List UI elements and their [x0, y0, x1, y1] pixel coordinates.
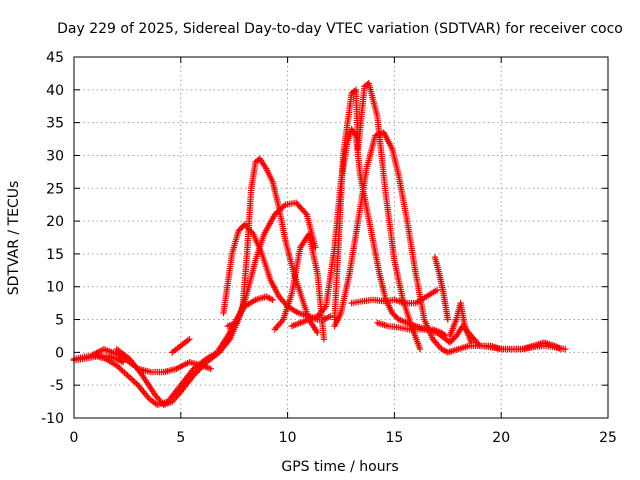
data-point — [125, 373, 133, 380]
y-tick-label: 10 — [46, 280, 64, 296]
data-point — [320, 336, 328, 343]
series-track-6 — [224, 155, 321, 336]
series-track-4 — [169, 336, 193, 356]
data-point — [196, 366, 203, 373]
series-track-14 — [446, 299, 475, 346]
data-point — [197, 364, 204, 372]
data-point — [200, 361, 207, 369]
x-tick-label: 15 — [385, 430, 403, 446]
data-point — [271, 211, 278, 218]
data-point — [468, 339, 475, 346]
x-tick-label: 0 — [70, 430, 79, 446]
y-tick-label: 20 — [46, 214, 64, 230]
data-point — [557, 345, 565, 353]
data-point — [314, 329, 321, 336]
data-point — [327, 313, 334, 320]
plot-frame — [73, 56, 609, 419]
series-track-10 — [331, 129, 565, 356]
data-markers — [70, 80, 569, 409]
y-axis-label: SDTVAR / TECUs — [6, 181, 22, 296]
y-tick-label: 5 — [55, 313, 64, 329]
tick-labels: 0 5 10 15 20 25 -10 -5 0 5 10 15 20 25 30 35 40 45 — [41, 50, 617, 446]
x-tick-label: 5 — [176, 430, 185, 446]
data-point — [191, 370, 199, 378]
data-point — [115, 363, 122, 371]
x-tick-label: 20 — [492, 430, 510, 446]
chart-title: Day 229 of 2025, Sidereal Day-to-day VTE… — [57, 21, 623, 37]
y-tick-label: 35 — [46, 116, 64, 132]
data-point — [113, 362, 120, 369]
data-point — [186, 336, 193, 343]
data-point — [116, 365, 123, 372]
data-point — [207, 365, 214, 372]
data-point — [351, 87, 358, 95]
data-point — [124, 372, 131, 379]
y-tick-label: 40 — [46, 83, 64, 99]
y-tick-label: -10 — [41, 411, 64, 427]
grid — [74, 57, 608, 418]
y-tick-label: 0 — [55, 345, 64, 361]
data-point — [441, 331, 448, 339]
data-point — [312, 244, 319, 251]
data-point — [194, 367, 202, 375]
data-point — [127, 374, 134, 382]
y-tick-label: -5 — [50, 378, 64, 394]
data-point — [118, 366, 125, 373]
y-tick-label: 25 — [46, 181, 64, 197]
data-point — [133, 380, 140, 387]
data-point — [444, 316, 451, 323]
y-tick-label: 30 — [46, 148, 64, 164]
data-point — [119, 359, 127, 366]
data-point — [193, 369, 200, 376]
x-axis-label: GPS time / hours — [281, 459, 398, 475]
series-track-13 — [431, 253, 451, 323]
data-point — [190, 372, 197, 379]
data-point — [131, 379, 139, 386]
data-point — [416, 345, 424, 353]
axes — [73, 56, 609, 419]
series-track-12 — [374, 319, 449, 340]
series-track-3 — [113, 199, 319, 409]
data-point — [119, 367, 127, 375]
data-point — [130, 377, 137, 385]
data-point — [280, 202, 288, 210]
x-tick-label: 10 — [279, 430, 297, 446]
data-point — [302, 209, 309, 217]
series-track-9 — [331, 80, 424, 353]
x-tick-label: 25 — [599, 430, 617, 446]
series-track-11 — [348, 286, 441, 307]
y-tick-label: 45 — [46, 50, 64, 66]
data-point — [122, 370, 130, 378]
series-track-7 — [271, 231, 328, 343]
data-point — [121, 369, 128, 376]
data-point — [128, 376, 136, 383]
data-point — [198, 363, 206, 370]
y-tick-label: 15 — [46, 247, 64, 263]
data-point — [269, 296, 276, 304]
data-point — [273, 209, 280, 217]
data-point — [433, 286, 441, 294]
